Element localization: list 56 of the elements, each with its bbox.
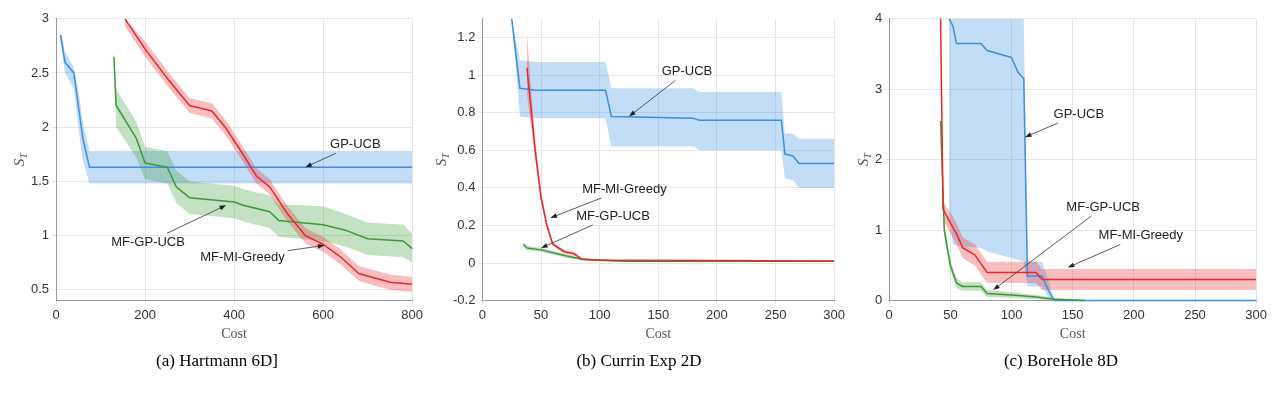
x-tick-label: 300 — [1245, 306, 1268, 322]
y-tick-label: -0.2 — [452, 292, 476, 308]
x-tick-label: 50 — [943, 306, 958, 322]
annotation: MF-GP-UCB — [111, 233, 185, 249]
x-axis-title: Cost — [645, 326, 672, 342]
x-axis-title: Cost — [1059, 326, 1086, 342]
y-tick-label: 1.2 — [457, 29, 476, 45]
x-tick-label: 400 — [223, 306, 245, 322]
x-tick-label: 200 — [1123, 306, 1145, 322]
x-tick-label: 0 — [478, 306, 487, 322]
y-axis-title: ST — [10, 151, 29, 167]
y-axis-title: ST — [854, 151, 873, 167]
y-tick-label: 1 — [468, 66, 476, 82]
y-tick-label: 0.4 — [457, 179, 476, 195]
text: (b) Currin Exp 2D — [576, 351, 702, 371]
y-tick-label: 1.5 — [30, 172, 50, 188]
y-tick-label: 0.8 — [457, 104, 476, 120]
y-tick-label: 3 — [875, 80, 883, 96]
x-tick-label: 300 — [823, 306, 846, 322]
text: (c) BoreHole 8D — [1003, 351, 1119, 371]
x-tick-label: 250 — [1184, 306, 1206, 322]
annotation: GP-UCB — [1053, 105, 1105, 121]
y-tick-label: 0.6 — [457, 141, 476, 157]
y-tick-label: 4 — [875, 10, 883, 26]
y-tick-label: 0.2 — [457, 217, 476, 233]
y-tick-label: 2 — [875, 151, 883, 167]
y-tick-label: 0.5 — [30, 281, 50, 297]
x-tick-label: 150 — [1061, 306, 1084, 322]
y-tick-label: 2.5 — [30, 64, 50, 80]
x-tick-label: 150 — [647, 306, 670, 322]
x-tick-label: 600 — [312, 306, 334, 322]
annotation: MF-GP-UCB — [1066, 198, 1141, 214]
x-tick-label: 100 — [588, 306, 611, 322]
annotation: GP-UCB — [330, 135, 381, 151]
y-tick-label: 3 — [41, 10, 50, 26]
x-tick-label: 800 — [401, 306, 424, 322]
annotation: MF-MI-Greedy — [582, 180, 668, 196]
annotation: MF-MI-Greedy — [200, 248, 286, 264]
x-tick-label: 50 — [533, 306, 549, 322]
y-tick-label: 1 — [875, 221, 883, 237]
x-tick-label: 250 — [764, 306, 787, 322]
x-tick-label: 0 — [52, 306, 60, 322]
y-tick-label: 0 — [468, 254, 476, 270]
x-tick-label: 200 — [134, 306, 156, 322]
annotation: MF-MI-Greedy — [1098, 227, 1184, 243]
annotation: GP-UCB — [661, 63, 713, 79]
x-tick-label: 0 — [885, 306, 893, 322]
x-tick-label: 100 — [1000, 306, 1023, 322]
annotation: MF-GP-UCB — [576, 207, 650, 223]
y-tick-label: 0 — [875, 292, 883, 308]
x-tick-label: 200 — [706, 306, 728, 322]
x-axis-title: Cost — [221, 326, 248, 342]
text: (a) Hartmann 6D] — [156, 351, 278, 371]
y-tick-label: 1 — [41, 227, 50, 243]
y-tick-label: 2 — [41, 118, 50, 134]
y-axis-title: ST — [432, 151, 451, 167]
